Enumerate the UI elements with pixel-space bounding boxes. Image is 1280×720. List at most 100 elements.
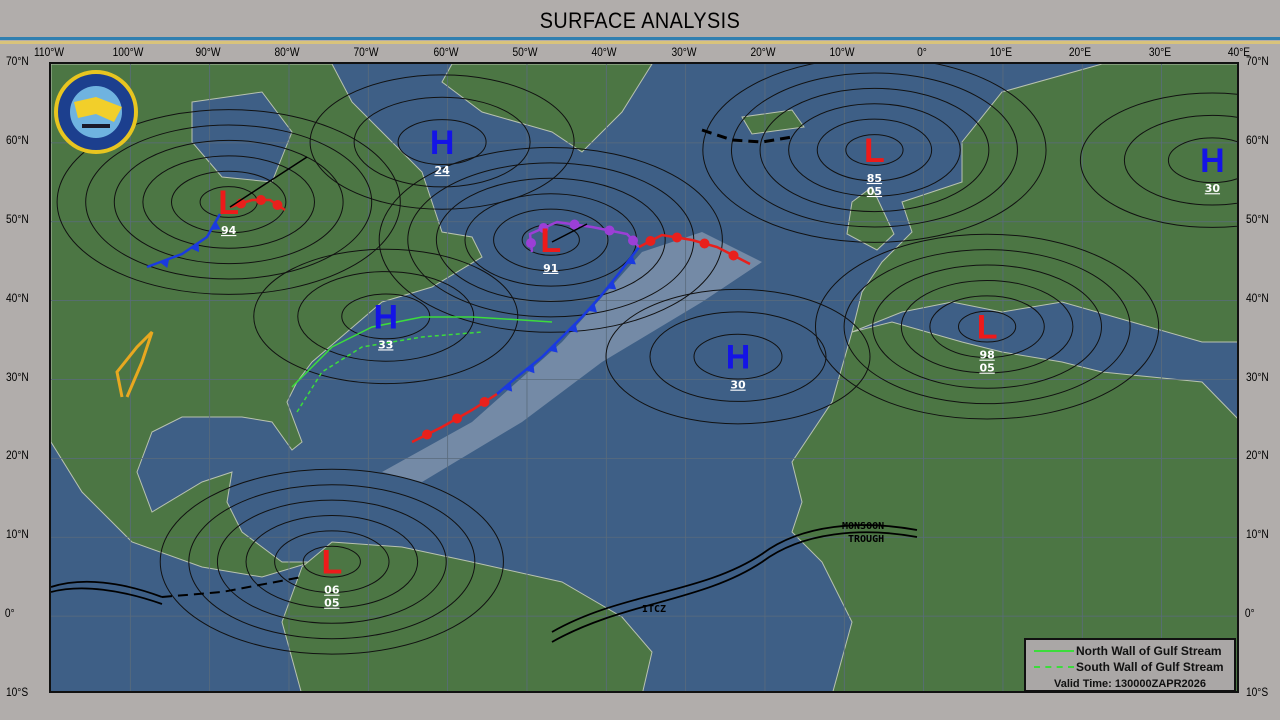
isobar — [957, 310, 1017, 343]
isobar — [900, 279, 1074, 374]
legend-north-wall: North Wall of Gulf Stream — [1076, 644, 1222, 658]
central-pressure-label: 05 — [979, 362, 994, 375]
north-wall-line — [1034, 650, 1074, 652]
warm-front-marker — [452, 413, 462, 424]
warm-front-marker — [699, 238, 710, 249]
cold-front-marker — [568, 323, 578, 333]
storm-track — [229, 156, 308, 208]
high-pressure-center: H 30 — [726, 339, 751, 392]
isobar — [759, 87, 990, 213]
isobar — [245, 515, 419, 609]
isobar — [170, 170, 287, 234]
isobar — [730, 72, 1018, 228]
gulf-stream-south-wall — [296, 331, 483, 413]
trough-line — [115, 330, 154, 398]
isobar — [253, 248, 519, 385]
high-symbol: H — [1200, 142, 1225, 180]
valid-time-label: Valid Time: — [1053, 678, 1112, 690]
monsoon-trough-label: TROUGH — [848, 534, 884, 545]
cold-front-marker — [587, 303, 597, 313]
longitude-label: 10°W — [829, 45, 855, 59]
isobar — [397, 119, 487, 165]
isobar — [378, 146, 723, 333]
low-pressure-center: L 91 — [540, 222, 561, 275]
latitude-label-right: 10°S — [1245, 685, 1269, 699]
high-pressure-center: H 24 — [430, 124, 455, 177]
latitude-label-left: 10°S — [5, 685, 29, 699]
latitude-label-left: 60°N — [6, 132, 29, 147]
occluded-front-marker — [628, 235, 638, 246]
longitude-label: 90°W — [195, 45, 221, 59]
latitude-label-right: 50°N — [1246, 211, 1269, 226]
cold-front-marker — [548, 343, 558, 353]
ship-icon — [82, 124, 110, 128]
latitude-label-right: 30°N — [1246, 369, 1269, 384]
central-pressure-label: 98 — [979, 349, 994, 362]
eagle-icon — [74, 97, 122, 122]
cold-front-marker — [159, 258, 170, 268]
isobar — [788, 103, 961, 197]
isobar — [142, 155, 315, 249]
fleet-weather-center-logo — [54, 70, 138, 154]
longitude-label: 20°E — [1069, 45, 1092, 59]
central-pressure-label: 30 — [730, 379, 746, 392]
isobar — [843, 249, 1131, 405]
itcz-line — [551, 531, 918, 643]
longitude-label: 40°E — [1227, 45, 1251, 59]
latitude-label-left: 10°N — [6, 527, 29, 542]
longitude-label: 30°W — [671, 45, 697, 59]
low-symbol: L — [540, 222, 561, 260]
warm-front-marker — [728, 250, 739, 261]
isobar — [309, 74, 575, 210]
warm-front-marker — [645, 236, 656, 246]
latitude-label-right: 0° — [1244, 606, 1255, 621]
isobar — [816, 118, 933, 182]
cold-front-marker — [503, 382, 513, 392]
central-pressure-label: 06 — [324, 584, 340, 597]
cold-front-marker — [525, 363, 535, 374]
valid-time-value: 130000ZAPR2026 — [1114, 678, 1207, 690]
landmass-north-america — [51, 64, 483, 578]
isobar — [702, 64, 1047, 243]
cold-front-marker — [626, 255, 636, 265]
central-pressure-label: 05 — [324, 597, 339, 610]
high-pressure-center: H 30 — [1200, 142, 1225, 195]
isobar — [693, 333, 783, 380]
isobar — [1079, 92, 1237, 228]
central-pressure-label: 85 — [867, 172, 882, 185]
longitude-label: 50°W — [512, 45, 538, 59]
isobar — [159, 468, 504, 655]
longitude-label: 20°W — [750, 45, 776, 59]
isobar — [605, 288, 871, 425]
isobar — [216, 499, 447, 624]
longitude-label: 110°W — [34, 45, 64, 59]
isobar — [188, 484, 476, 640]
latitude-label-left: 50°N — [6, 211, 29, 226]
header-divider-blue — [0, 37, 1280, 40]
surface-analysis-map[interactable]: MONSOON TROUGH ITCZ L 94 H 24 H 33 L 91 H 30 L 85 05 H 30… — [49, 62, 1239, 693]
isobar — [929, 295, 1045, 358]
isobar — [274, 530, 390, 594]
isobar — [814, 233, 1160, 420]
longitude-label: 0° — [916, 45, 927, 59]
latitude-label-right: 70°N — [1246, 54, 1269, 68]
latitude-label-left: 70°N — [6, 54, 29, 68]
cold-front-marker — [190, 242, 199, 253]
warm-front-marker — [479, 397, 490, 407]
high-symbol: H — [430, 124, 455, 162]
map-canvas: MONSOONTROUGHITCZL94H24H33L91H30L8505H30… — [51, 64, 1237, 691]
longitude-label: 10°E — [989, 45, 1013, 59]
latitude-label-right: 40°N — [1246, 290, 1269, 305]
landmass-europe — [851, 64, 1237, 343]
landmass-greenland — [441, 64, 653, 153]
isobar — [113, 139, 344, 265]
latitude-label-left: 0° — [4, 606, 15, 621]
isobar — [872, 264, 1102, 389]
longitude-label: 80°W — [274, 45, 300, 59]
warm-front-marker — [272, 200, 283, 210]
isobar — [353, 96, 531, 188]
longitude-label: 100°W — [112, 45, 144, 59]
header-divider-gold — [0, 41, 1280, 44]
